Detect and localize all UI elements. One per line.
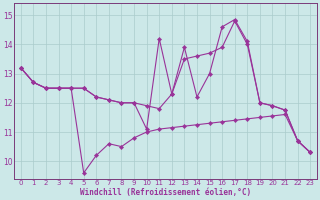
X-axis label: Windchill (Refroidissement éolien,°C): Windchill (Refroidissement éolien,°C) [80, 188, 251, 197]
